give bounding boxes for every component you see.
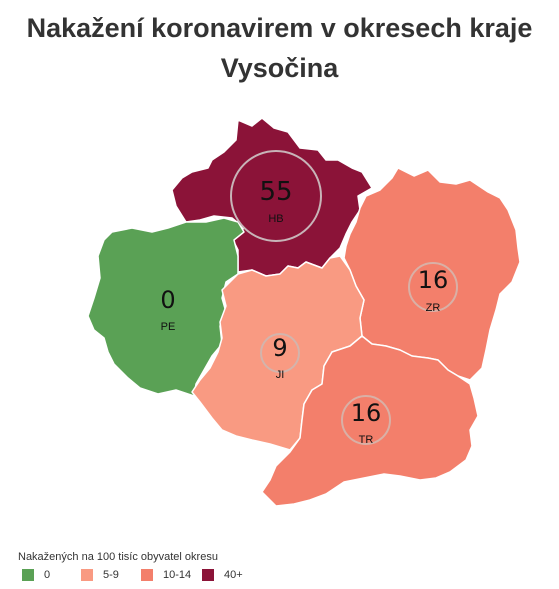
marker-pe[interactable]: 0 PE (160, 286, 175, 333)
marker-circle-hb (230, 150, 322, 242)
legend-label-0: 0 (44, 569, 51, 581)
district-code-zr: ZR (426, 302, 441, 314)
legend-swatch-0 (22, 569, 34, 581)
marker-circle-ji (260, 333, 300, 373)
marker-circle-tr (341, 395, 391, 445)
map-title-line2: Vysočina (220, 53, 339, 83)
legend-swatch-5-9 (81, 569, 93, 581)
legend-item-10-14[interactable]: 10-14 (141, 569, 191, 581)
legend-label-10-14: 10-14 (163, 569, 192, 581)
marker-hb[interactable]: 55 HB (230, 150, 322, 242)
district-code-tr: TR (359, 434, 374, 446)
legend-swatch-40-plus (202, 569, 214, 581)
map-title-line1: Nakažení koronavirem v okresech kraje (26, 13, 533, 43)
marker-tr[interactable]: 16 TR (341, 395, 391, 446)
district-pe[interactable] (87, 217, 245, 397)
district-code-pe: PE (161, 321, 176, 333)
map-title: Nakažení koronavirem v okresech kraje Vy… (0, 8, 559, 88)
value-label-tr: 16 (351, 399, 382, 427)
district-code-hb: HB (268, 213, 283, 225)
district-tr[interactable] (261, 335, 479, 507)
value-label-ji: 9 (272, 334, 287, 362)
marker-zr[interactable]: 16 ZR (408, 262, 458, 314)
legend-title: Nakažených na 100 tisíc obyvatel okresu (18, 551, 218, 563)
marker-ji[interactable]: 9 JI (260, 333, 300, 381)
value-label-hb: 55 (259, 177, 292, 207)
legend-item-40-plus[interactable]: 40+ (202, 569, 243, 581)
value-label-pe: 0 (160, 286, 175, 314)
legend-item-0[interactable]: 0 (22, 569, 50, 581)
value-label-zr: 16 (418, 266, 449, 294)
legend-label-5-9: 5-9 (103, 569, 119, 581)
legend: Nakažených na 100 tisíc obyvatel okresu … (18, 551, 243, 585)
legend-swatch-10-14 (141, 569, 153, 581)
district-code-ji: JI (276, 369, 285, 381)
legend-item-5-9[interactable]: 5-9 (81, 569, 119, 581)
marker-circle-zr (408, 262, 458, 312)
legend-label-40-plus: 40+ (224, 569, 243, 581)
